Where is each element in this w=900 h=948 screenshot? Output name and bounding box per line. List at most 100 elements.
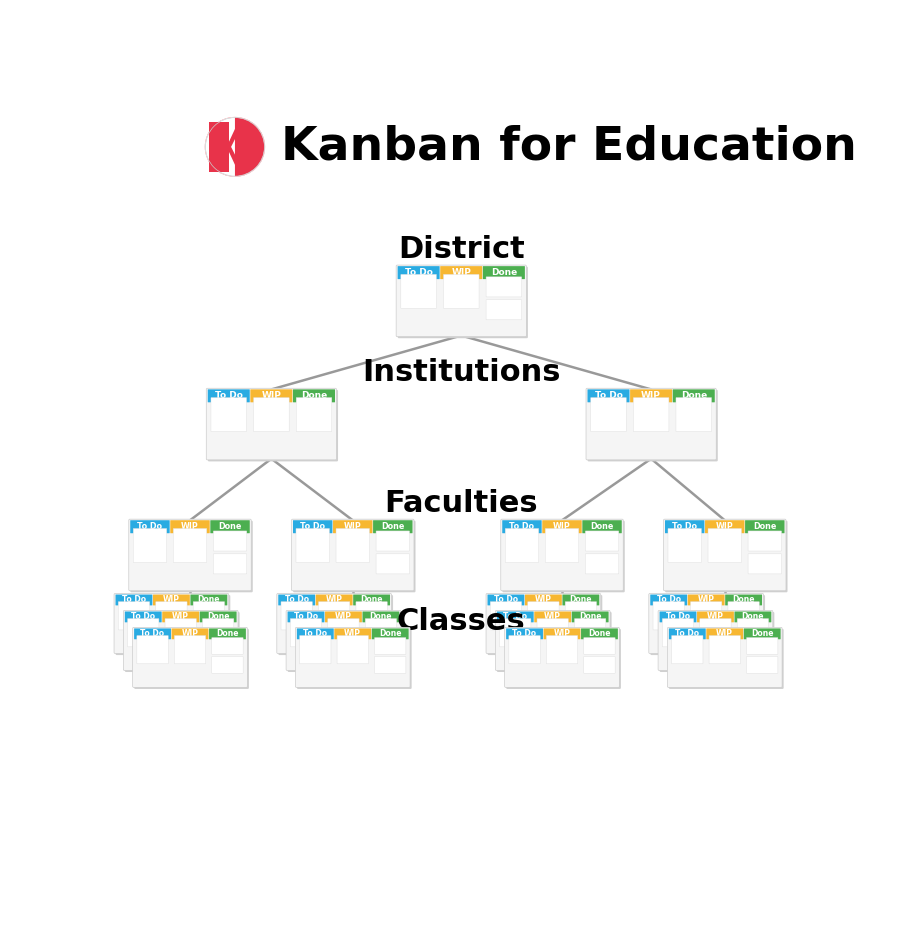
- FancyBboxPatch shape: [211, 520, 250, 533]
- FancyBboxPatch shape: [202, 619, 234, 647]
- Text: Done: Done: [751, 629, 773, 638]
- FancyBboxPatch shape: [338, 635, 368, 664]
- FancyBboxPatch shape: [634, 397, 669, 431]
- FancyBboxPatch shape: [288, 612, 402, 672]
- FancyBboxPatch shape: [660, 611, 697, 622]
- FancyBboxPatch shape: [708, 528, 742, 562]
- FancyBboxPatch shape: [293, 390, 335, 402]
- FancyBboxPatch shape: [669, 629, 706, 639]
- FancyBboxPatch shape: [114, 593, 229, 653]
- FancyBboxPatch shape: [725, 594, 762, 606]
- Text: To Do: To Do: [494, 595, 518, 605]
- Text: Done: Done: [590, 522, 614, 531]
- FancyBboxPatch shape: [585, 531, 619, 551]
- FancyBboxPatch shape: [132, 628, 248, 687]
- FancyBboxPatch shape: [374, 657, 406, 673]
- Polygon shape: [229, 120, 238, 152]
- FancyBboxPatch shape: [483, 266, 525, 279]
- FancyBboxPatch shape: [170, 520, 210, 533]
- FancyBboxPatch shape: [293, 520, 416, 592]
- FancyBboxPatch shape: [288, 611, 324, 622]
- FancyBboxPatch shape: [651, 595, 765, 655]
- FancyBboxPatch shape: [486, 593, 601, 653]
- FancyBboxPatch shape: [527, 602, 559, 629]
- Polygon shape: [209, 122, 229, 172]
- FancyBboxPatch shape: [488, 594, 525, 606]
- Circle shape: [205, 118, 265, 176]
- FancyBboxPatch shape: [206, 389, 337, 460]
- FancyBboxPatch shape: [118, 602, 149, 629]
- FancyBboxPatch shape: [537, 619, 569, 647]
- FancyBboxPatch shape: [134, 629, 171, 639]
- Text: District: District: [398, 235, 525, 264]
- FancyBboxPatch shape: [508, 635, 540, 664]
- Text: Done: Done: [198, 595, 220, 605]
- FancyBboxPatch shape: [737, 619, 769, 647]
- FancyBboxPatch shape: [505, 528, 539, 562]
- Text: WIP: WIP: [554, 629, 571, 638]
- FancyBboxPatch shape: [376, 531, 410, 551]
- Text: Done: Done: [370, 612, 392, 621]
- FancyBboxPatch shape: [398, 266, 528, 338]
- Text: Kanban for Education: Kanban for Education: [282, 124, 858, 170]
- FancyBboxPatch shape: [281, 602, 312, 629]
- FancyBboxPatch shape: [130, 520, 170, 533]
- FancyBboxPatch shape: [374, 520, 412, 533]
- FancyBboxPatch shape: [278, 594, 315, 606]
- FancyBboxPatch shape: [336, 528, 370, 562]
- FancyBboxPatch shape: [200, 611, 237, 622]
- FancyBboxPatch shape: [497, 611, 534, 622]
- Wedge shape: [235, 118, 265, 176]
- Text: Done: Done: [219, 522, 242, 531]
- Text: To Do: To Do: [284, 595, 309, 605]
- FancyBboxPatch shape: [213, 554, 247, 574]
- FancyBboxPatch shape: [209, 629, 246, 639]
- FancyBboxPatch shape: [374, 638, 406, 654]
- FancyBboxPatch shape: [582, 520, 622, 533]
- FancyBboxPatch shape: [128, 619, 159, 647]
- Polygon shape: [229, 142, 238, 173]
- Text: To Do: To Do: [303, 629, 328, 638]
- Text: Done: Done: [360, 595, 382, 605]
- FancyBboxPatch shape: [162, 611, 199, 622]
- FancyBboxPatch shape: [544, 629, 580, 639]
- FancyBboxPatch shape: [278, 595, 393, 655]
- FancyBboxPatch shape: [495, 611, 610, 670]
- FancyBboxPatch shape: [488, 595, 602, 655]
- FancyBboxPatch shape: [572, 611, 608, 622]
- Text: WIP: WIP: [344, 629, 361, 638]
- FancyBboxPatch shape: [212, 657, 243, 673]
- FancyBboxPatch shape: [286, 611, 400, 670]
- FancyBboxPatch shape: [291, 619, 321, 647]
- Circle shape: [205, 118, 265, 176]
- FancyBboxPatch shape: [172, 629, 209, 639]
- FancyBboxPatch shape: [502, 520, 542, 533]
- FancyBboxPatch shape: [296, 528, 329, 562]
- FancyBboxPatch shape: [671, 635, 703, 664]
- FancyBboxPatch shape: [746, 638, 778, 654]
- Text: WIP: WIP: [554, 522, 571, 531]
- FancyBboxPatch shape: [115, 594, 152, 606]
- FancyBboxPatch shape: [486, 277, 522, 297]
- FancyBboxPatch shape: [497, 612, 612, 672]
- FancyBboxPatch shape: [129, 520, 251, 591]
- FancyBboxPatch shape: [491, 602, 522, 629]
- Text: Done: Done: [753, 522, 777, 531]
- Text: WIP: WIP: [172, 612, 189, 621]
- FancyBboxPatch shape: [396, 265, 526, 337]
- FancyBboxPatch shape: [746, 657, 778, 673]
- FancyBboxPatch shape: [663, 520, 786, 591]
- FancyBboxPatch shape: [292, 520, 414, 591]
- Text: Done: Done: [379, 629, 401, 638]
- FancyBboxPatch shape: [125, 611, 162, 622]
- FancyBboxPatch shape: [660, 612, 774, 672]
- FancyBboxPatch shape: [748, 554, 781, 574]
- Text: WIP: WIP: [344, 522, 362, 531]
- FancyBboxPatch shape: [319, 602, 350, 629]
- FancyBboxPatch shape: [653, 602, 684, 629]
- FancyBboxPatch shape: [586, 389, 716, 460]
- FancyBboxPatch shape: [562, 594, 599, 606]
- FancyBboxPatch shape: [505, 628, 619, 687]
- Text: Done: Done: [381, 522, 404, 531]
- FancyBboxPatch shape: [208, 390, 250, 402]
